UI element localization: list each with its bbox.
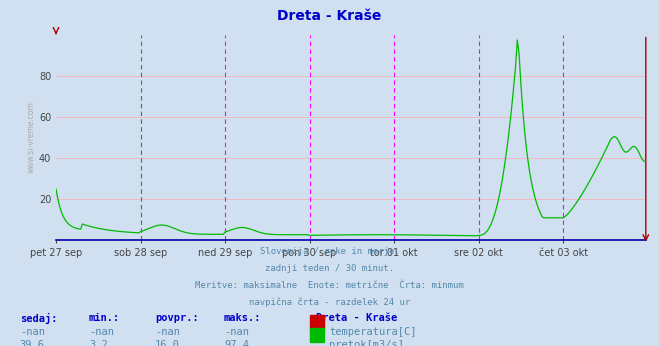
Text: pretok[m3/s]: pretok[m3/s] bbox=[330, 340, 405, 346]
Text: Slovenija / reke in morje.: Slovenija / reke in morje. bbox=[260, 247, 399, 256]
Text: maks.:: maks.: bbox=[224, 313, 262, 323]
Text: 3,2: 3,2 bbox=[89, 340, 107, 346]
Text: min.:: min.: bbox=[89, 313, 120, 323]
Text: -nan: -nan bbox=[224, 327, 249, 337]
Text: sedaj:: sedaj: bbox=[20, 313, 57, 324]
Text: navpična črta - razdelek 24 ur: navpična črta - razdelek 24 ur bbox=[249, 297, 410, 307]
Text: Meritve: maksimalne  Enote: metrične  Črta: minmum: Meritve: maksimalne Enote: metrične Črta… bbox=[195, 281, 464, 290]
Text: 97,4: 97,4 bbox=[224, 340, 249, 346]
Text: 39,6: 39,6 bbox=[20, 340, 45, 346]
Y-axis label: www.si-vreme.com: www.si-vreme.com bbox=[27, 102, 36, 173]
Text: 16,0: 16,0 bbox=[155, 340, 180, 346]
Text: Dreta - Kraše: Dreta - Kraše bbox=[316, 313, 397, 323]
Text: povpr.:: povpr.: bbox=[155, 313, 198, 323]
Text: Dreta - Kraše: Dreta - Kraše bbox=[277, 9, 382, 22]
Text: zadnji teden / 30 minut.: zadnji teden / 30 minut. bbox=[265, 264, 394, 273]
Text: temperatura[C]: temperatura[C] bbox=[330, 327, 417, 337]
Text: -nan: -nan bbox=[155, 327, 180, 337]
Text: -nan: -nan bbox=[20, 327, 45, 337]
Text: -nan: -nan bbox=[89, 327, 114, 337]
